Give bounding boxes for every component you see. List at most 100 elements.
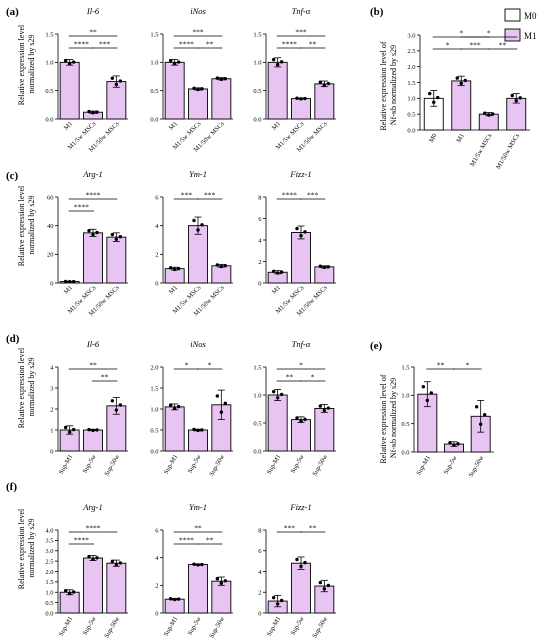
chart-b-nfkb: 0.0 0.5 1.0 1.5 2.0 2.5 3.0 M0 M1 M1/5w MSCs M1/50… xyxy=(407,29,530,171)
bar-m1-50w-mscs xyxy=(211,265,232,284)
bar-m1-50w-mscs xyxy=(106,236,127,284)
y-tick-label: 1.0 xyxy=(45,590,53,597)
data-point xyxy=(196,87,200,92)
significance-label: **** xyxy=(179,40,194,49)
data-point xyxy=(118,403,123,407)
significance-label: * xyxy=(311,373,315,382)
y-tick-label: 6 xyxy=(258,216,262,223)
category-label: Sup-M1 xyxy=(163,616,180,638)
category-label: Sup-50w xyxy=(103,615,121,639)
y-tick-label: 4 xyxy=(50,364,54,371)
category-label: Sup-M1 xyxy=(266,454,283,476)
data-point xyxy=(200,562,204,567)
y-tick-label: 2 xyxy=(155,583,158,590)
category-label: M1/5w MSCs xyxy=(469,132,494,168)
y-tick-label: 2.0 xyxy=(407,64,415,71)
data-point xyxy=(95,110,99,114)
category-label: M1 xyxy=(455,133,466,144)
significance-label: ** xyxy=(194,524,202,533)
data-point xyxy=(176,266,181,271)
category-label: Sup-M1 xyxy=(58,616,75,638)
chart-title: iNos xyxy=(190,339,206,349)
bar-sup-m1 xyxy=(59,591,80,614)
category-label: Sup-50w xyxy=(208,615,226,639)
y-tick-label: 1.5 xyxy=(45,31,53,38)
data-point xyxy=(429,391,434,395)
data-point xyxy=(95,230,99,235)
category-label: Sup-5w xyxy=(290,615,306,636)
data-point xyxy=(318,404,323,408)
y-tick-label: 6 xyxy=(155,527,159,534)
significance-label: ** xyxy=(286,373,294,382)
data-point xyxy=(91,428,95,433)
data-point xyxy=(63,279,68,284)
bar-sup-50w xyxy=(106,562,127,614)
y-axis-label-c: Relative expression level normalized by … xyxy=(17,184,36,266)
bar-m1-50w-mscs xyxy=(314,83,335,120)
bar-m1-5w-mscs xyxy=(291,98,311,120)
significance-label: * xyxy=(465,361,469,370)
bar-m1-50w-mscs xyxy=(314,266,335,284)
data-point xyxy=(299,97,303,101)
significance-label: ** xyxy=(206,40,214,49)
data-point xyxy=(91,232,95,237)
data-point xyxy=(295,416,299,420)
significance-label: *** xyxy=(295,28,307,37)
significance-label: ** xyxy=(89,28,97,37)
data-point xyxy=(436,95,440,100)
y-tick-label: 0 xyxy=(155,610,158,617)
significance-label: ** xyxy=(309,40,317,49)
y-tick-label: 8 xyxy=(258,527,261,534)
data-point xyxy=(295,226,299,231)
data-point xyxy=(118,235,123,239)
data-point xyxy=(326,583,331,588)
data-point xyxy=(425,398,430,403)
y-tick-label: 1.5 xyxy=(45,579,53,586)
significance-label: ** xyxy=(89,361,97,370)
bar-m1 xyxy=(59,61,80,120)
bar-m1-5w-mscs xyxy=(291,232,311,284)
data-point xyxy=(487,113,491,117)
data-point xyxy=(200,428,204,432)
category-label: Sup-M1 xyxy=(415,455,432,477)
y-tick-label: 0 xyxy=(50,280,53,287)
y-tick-label: 1.0 xyxy=(253,392,261,399)
bar-sup-m1 xyxy=(164,598,185,614)
data-point xyxy=(478,422,483,426)
data-point xyxy=(95,428,99,432)
significance-label: ** xyxy=(499,41,507,50)
bar-m1 xyxy=(267,61,288,120)
bar-sup-5w xyxy=(291,419,311,452)
y-tick-label: 1.0 xyxy=(150,60,158,67)
category-label: Sup-50w xyxy=(311,615,329,639)
data-point xyxy=(118,79,123,83)
significance-label: *** xyxy=(469,41,481,50)
data-point xyxy=(71,279,76,284)
bar-m1-5w-mscs xyxy=(83,232,103,284)
y-tick-label: 3.0 xyxy=(45,548,53,555)
bar-sup-5w xyxy=(188,429,208,452)
data-point xyxy=(118,561,123,565)
y-tick-label: 4 xyxy=(155,555,159,562)
y-tick-label: 20 xyxy=(47,252,54,259)
data-point xyxy=(219,410,224,414)
significance-label: * xyxy=(446,41,450,50)
chart-title: Tnf-α xyxy=(292,6,311,16)
data-point xyxy=(322,408,327,413)
data-point xyxy=(295,96,299,100)
y-tick-label: 0.5 xyxy=(253,420,261,427)
panel-label-d: (d) xyxy=(6,333,20,345)
data-point xyxy=(271,595,276,600)
data-point xyxy=(303,96,307,101)
significance-label: *** xyxy=(181,191,193,200)
data-point xyxy=(299,564,303,569)
data-point xyxy=(192,562,196,566)
bar-sup-50w xyxy=(314,407,335,452)
data-point xyxy=(168,266,173,270)
chart-title: Fizz-1 xyxy=(289,502,311,512)
data-point xyxy=(459,81,463,85)
y-tick-label: 2.0 xyxy=(150,364,158,371)
